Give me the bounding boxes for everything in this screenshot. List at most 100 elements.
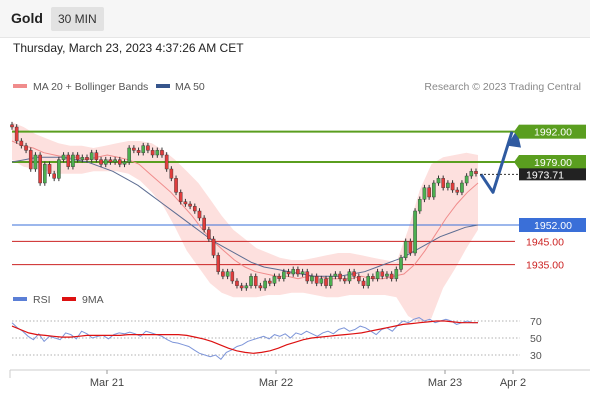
candle [160,147,164,158]
candle-body [375,271,380,279]
candle [169,166,174,182]
candle-body [28,150,33,170]
last-price-label: 1973.71 [526,169,564,181]
candle [310,273,314,284]
level-tag-pointer [514,124,519,139]
candle [385,271,389,280]
candle-body [342,278,347,282]
candle-body [75,154,80,160]
bollinger-area [12,122,478,323]
candle [75,152,80,163]
ma50-legend-label: MA 50 [175,81,205,93]
x-tick-label: Mar 23 [428,377,462,389]
ma20-legend-swatch [13,84,27,88]
candle [305,268,310,284]
candle [258,282,263,291]
candle [408,238,413,256]
candle-body [33,154,38,170]
candle-body [474,171,478,174]
candle-body [249,276,253,286]
candle [28,147,33,172]
candle-body [230,271,235,282]
candle-body [328,276,333,286]
candle [403,238,408,261]
candle-body [291,269,296,275]
candle-body [455,189,460,193]
candle [207,226,211,242]
candle [319,275,324,287]
candle [202,215,206,233]
candle-body [460,182,464,193]
candle-body [174,178,178,193]
candle [342,275,347,284]
candle-body [94,152,99,160]
candle-body [244,285,249,289]
candle-body [10,124,14,128]
candle [61,152,66,163]
candle [375,268,380,282]
candle-body [300,271,305,275]
candle-body [221,271,225,277]
legend: MA 20 + Bollinger Bands MA 50 Research ©… [13,81,581,93]
candle-body [258,285,263,289]
ma9-legend-label: 9MA [82,294,104,306]
candle [460,180,464,196]
candle [399,254,403,273]
price-tags: 1992.00 1979.00 1952.00 1945.00 1935.00 1973.… [480,124,586,272]
candle-body [385,273,389,277]
candle [71,152,75,170]
candle [296,266,300,277]
candle [300,268,305,277]
candle-body [225,271,230,277]
candle [230,268,235,284]
candle [188,201,192,210]
candle [371,273,375,282]
candle-body [235,280,239,286]
candle [103,156,108,168]
rsi-level-label-70: 70 [530,316,542,328]
candle [155,147,160,158]
bollinger-band [12,122,478,323]
timeframe-button[interactable]: 30 MIN [51,7,104,31]
candle [216,252,221,275]
candle [333,271,338,280]
candle-body [296,269,300,275]
candle [52,170,56,182]
candle [291,266,296,277]
candle [413,208,417,256]
candle [43,161,47,186]
candle [361,278,366,289]
candle-body [132,147,136,151]
x-tick-label: Mar 21 [90,377,124,389]
candle-body [108,159,113,163]
candle [357,273,361,284]
candle [150,147,155,158]
candle [328,273,333,289]
candle [33,152,38,172]
rsi-legend: RSI 9MA [13,294,104,306]
candle-body [160,150,164,156]
candle [436,175,441,186]
timestamp: Thursday, March 23, 2023 4:37:26 AM CET [13,41,244,55]
candle [183,198,188,207]
candle [432,180,436,200]
candle [47,161,52,177]
candle [146,142,150,154]
candle [417,196,422,214]
candle [99,156,103,168]
candle [174,175,178,196]
candle-body [155,150,160,156]
candle-body [127,147,131,163]
candle [380,268,385,280]
candle-body [188,203,192,207]
candle [24,142,28,154]
level-label-1979.00: 1979.00 [534,157,572,169]
candle-body [89,152,94,160]
candle-body [263,280,267,289]
candle [352,268,356,280]
candle [235,278,239,289]
candle-body [450,182,455,191]
candle [94,149,99,163]
level-tag-pointer [514,155,519,169]
candle-body [99,159,103,165]
